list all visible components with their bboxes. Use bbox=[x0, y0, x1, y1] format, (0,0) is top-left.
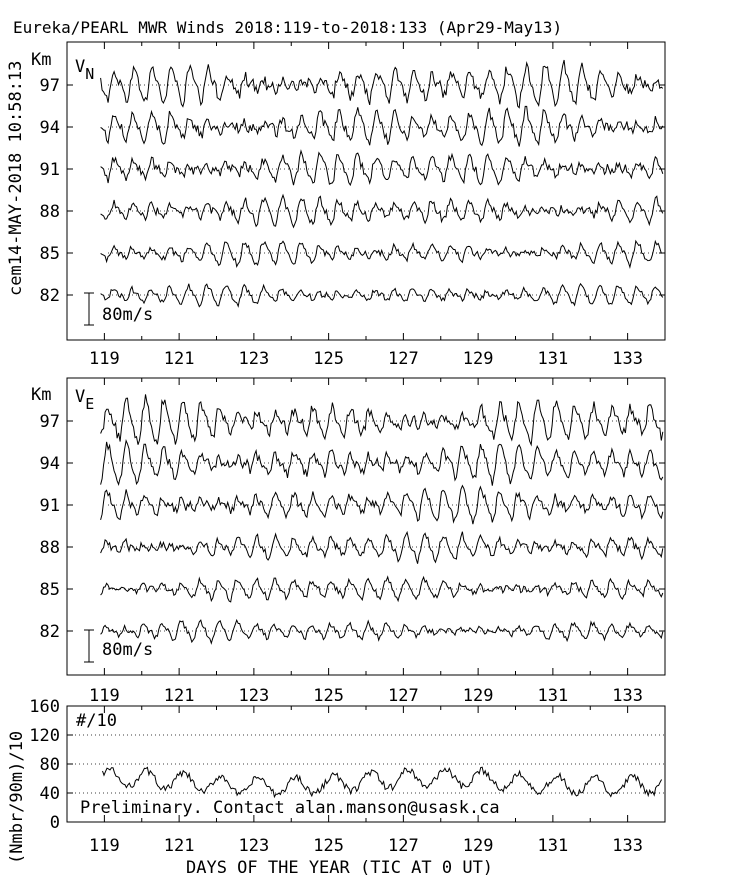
count-y-tick-label: 40 bbox=[40, 784, 60, 804]
east-wind-series-85km bbox=[100, 575, 664, 603]
0-x-tick-label: 129 bbox=[463, 349, 494, 369]
2-x-tick-label: 121 bbox=[164, 836, 195, 856]
1-x-tick-label: 123 bbox=[239, 686, 270, 706]
east-wind-series-94km bbox=[100, 438, 664, 487]
count-y-tick-label: 160 bbox=[29, 697, 60, 717]
2-x-tick-label: 119 bbox=[89, 836, 120, 856]
north-wind-panel: Km VN 119 121 123 125 127 129 131 133 97 94 91 88 85… bbox=[31, 41, 666, 369]
north-height-label: 82 bbox=[40, 286, 60, 306]
east-km-label: Km bbox=[31, 385, 51, 405]
0-x-tick-label: 125 bbox=[313, 349, 344, 369]
north-wind-series-91km bbox=[100, 149, 664, 187]
north-scale-bar-label: 80m/s bbox=[102, 305, 153, 325]
1-x-tick-label: 125 bbox=[313, 686, 344, 706]
count-y-tick-label: 0 bbox=[50, 813, 60, 833]
2-x-tick-label: 129 bbox=[463, 836, 494, 856]
north-height-label: 97 bbox=[40, 76, 60, 96]
count-y-axis-title: (Nmbr/90m)/10 bbox=[7, 731, 27, 864]
north-height-label: 85 bbox=[40, 244, 60, 264]
east-component-label: VE bbox=[75, 387, 94, 413]
1-x-tick-label: 131 bbox=[538, 686, 569, 706]
east-height-label: 82 bbox=[40, 622, 60, 642]
north-component-letter: V bbox=[75, 57, 85, 77]
north-wind-series-88km bbox=[100, 193, 664, 229]
2-x-tick-label: 127 bbox=[388, 836, 419, 856]
north-height-label: 94 bbox=[40, 118, 60, 138]
east-height-label: 85 bbox=[40, 580, 60, 600]
1-x-tick-label: 133 bbox=[612, 686, 643, 706]
north-wind-series-85km bbox=[100, 239, 663, 270]
x-axis-title: DAYS OF THE YEAR (TIC AT 0 UT) bbox=[186, 858, 493, 877]
0-x-tick-label: 127 bbox=[388, 349, 419, 369]
east-height-label: 88 bbox=[40, 538, 60, 558]
count-y-tick-label: 80 bbox=[40, 755, 60, 775]
0-x-tick-label: 119 bbox=[89, 349, 120, 369]
east-wind-series-82km bbox=[100, 618, 664, 645]
east-component-sub: E bbox=[85, 395, 94, 413]
count-series-label: #/10 bbox=[76, 711, 117, 731]
0-x-tick-label: 123 bbox=[239, 349, 270, 369]
north-height-label: 91 bbox=[40, 160, 60, 180]
1-x-tick-label: 119 bbox=[89, 686, 120, 706]
1-x-tick-label: 121 bbox=[164, 686, 195, 706]
east-wind-series-88km bbox=[100, 530, 664, 564]
count-y-tick-label: 120 bbox=[29, 726, 60, 746]
run-stamp: cem14-MAY-2018 10:58:13 bbox=[6, 61, 26, 296]
north-wind-series-97km bbox=[100, 59, 664, 109]
east-height-label: 97 bbox=[40, 412, 60, 432]
east-component-letter: V bbox=[75, 387, 85, 407]
2-x-tick-label: 133 bbox=[612, 836, 643, 856]
north-component-label: VN bbox=[75, 57, 94, 83]
2-x-tick-label: 123 bbox=[239, 836, 270, 856]
meteor-count-panel: #/10 (Nmbr/90m)/10 119 121 123 125 127 129 131… bbox=[7, 697, 666, 864]
contact-note: Preliminary. Contact alan.manson@usask.c… bbox=[80, 798, 500, 818]
2-x-tick-label: 125 bbox=[313, 836, 344, 856]
0-x-tick-label: 131 bbox=[538, 349, 569, 369]
0-x-tick-label: 121 bbox=[164, 349, 195, 369]
east-wind-series-91km bbox=[100, 484, 664, 525]
east-wind-panel: Km VE 119 121 123 125 127 129 131 133 97 94 91 88 85… bbox=[31, 377, 666, 706]
north-km-label: Km bbox=[31, 50, 51, 70]
0-x-tick-label: 133 bbox=[612, 349, 643, 369]
figure-title: Eureka/PEARL MWR Winds 2018:119-to-2018:… bbox=[13, 18, 562, 37]
north-wind-series-94km bbox=[100, 105, 664, 147]
meteor-count-series bbox=[102, 766, 663, 799]
north-wind-series-82km bbox=[100, 282, 664, 308]
1-x-tick-label: 127 bbox=[388, 686, 419, 706]
1-x-tick-label: 129 bbox=[463, 686, 494, 706]
east-height-label: 91 bbox=[40, 496, 60, 516]
2-x-tick-label: 131 bbox=[538, 836, 569, 856]
east-wind-series-97km bbox=[100, 394, 664, 447]
north-component-sub: N bbox=[85, 65, 94, 83]
east-scale-bar-label: 80m/s bbox=[102, 640, 153, 660]
east-height-label: 94 bbox=[40, 454, 60, 474]
north-height-label: 88 bbox=[40, 202, 60, 222]
